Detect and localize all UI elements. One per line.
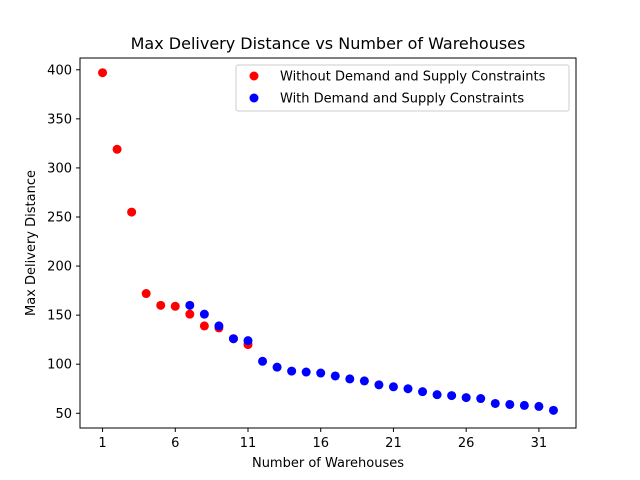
data-point-with-constraints bbox=[330, 371, 340, 381]
data-point-with-constraints bbox=[374, 380, 384, 390]
data-point-with-constraints bbox=[519, 400, 529, 410]
data-point-with-constraints bbox=[243, 336, 253, 346]
y-tick-label: 300 bbox=[47, 161, 72, 176]
data-point-with-constraints bbox=[185, 300, 195, 310]
data-point-with-constraints bbox=[461, 393, 471, 403]
plot-frame bbox=[79, 57, 577, 429]
x-tick-label: 16 bbox=[312, 436, 329, 451]
y-tick-label: 50 bbox=[55, 407, 72, 422]
x-tick-label: 6 bbox=[171, 436, 179, 451]
x-axis-label: Number of Warehouses bbox=[252, 456, 404, 471]
data-point-with-constraints bbox=[359, 376, 369, 386]
x-tick-label: 11 bbox=[240, 436, 257, 451]
x-tick-label: 26 bbox=[458, 436, 475, 451]
y-tick-label: 400 bbox=[47, 63, 72, 78]
data-point-without-constraints bbox=[127, 207, 137, 217]
plot-area bbox=[80, 58, 576, 428]
data-point-without-constraints bbox=[112, 144, 122, 154]
x-tick-label: 1 bbox=[98, 436, 106, 451]
legend: Without Demand and Supply Constraints Wi… bbox=[235, 64, 570, 112]
data-point-with-constraints bbox=[199, 309, 209, 319]
data-point-with-constraints bbox=[418, 387, 428, 397]
legend-label-without-constraints: Without Demand and Supply Constraints bbox=[280, 70, 546, 85]
data-point-with-constraints bbox=[388, 382, 398, 392]
legend-marker-with-constraints bbox=[249, 93, 259, 103]
data-point-with-constraints bbox=[272, 362, 282, 372]
data-point-with-constraints bbox=[258, 356, 268, 366]
data-point-with-constraints bbox=[548, 405, 558, 415]
x-tick-label: 21 bbox=[385, 436, 402, 451]
data-point-with-constraints bbox=[505, 399, 515, 409]
y-tick-label: 100 bbox=[47, 358, 72, 373]
y-tick-label: 350 bbox=[47, 112, 72, 127]
legend-marker-without-constraints bbox=[249, 71, 259, 81]
data-point-with-constraints bbox=[432, 390, 442, 400]
data-point-with-constraints bbox=[534, 401, 544, 411]
data-point-without-constraints bbox=[156, 300, 166, 310]
data-point-with-constraints bbox=[490, 398, 500, 408]
data-point-without-constraints bbox=[185, 309, 195, 319]
y-axis-ticks: 50 100 150 200 250 300 350 400 bbox=[47, 63, 80, 422]
data-marks bbox=[98, 68, 558, 415]
data-point-with-constraints bbox=[301, 367, 311, 377]
data-point-with-constraints bbox=[447, 391, 457, 401]
y-tick-label: 150 bbox=[47, 309, 72, 324]
data-point-with-constraints bbox=[228, 334, 238, 344]
data-point-with-constraints bbox=[476, 394, 486, 404]
chart-title: Max Delivery Distance vs Number of Wareh… bbox=[131, 34, 526, 53]
data-point-without-constraints bbox=[98, 68, 108, 78]
legend-box bbox=[235, 64, 570, 112]
x-axis-ticks: 1 6 11 16 21 26 31 bbox=[98, 428, 547, 451]
data-point-without-constraints bbox=[141, 289, 151, 299]
data-point-with-constraints bbox=[214, 321, 224, 331]
y-axis-label: Max Delivery Distance bbox=[24, 170, 39, 316]
data-point-with-constraints bbox=[287, 366, 297, 376]
y-tick-label: 250 bbox=[47, 210, 72, 225]
x-tick-label: 31 bbox=[531, 436, 548, 451]
data-point-without-constraints bbox=[199, 321, 209, 331]
data-point-with-constraints bbox=[345, 374, 355, 384]
y-tick-label: 200 bbox=[47, 260, 72, 275]
data-point-with-constraints bbox=[403, 384, 413, 394]
data-point-with-constraints bbox=[316, 368, 326, 378]
legend-label-with-constraints: With Demand and Supply Constraints bbox=[280, 92, 524, 107]
data-point-without-constraints bbox=[170, 301, 180, 311]
series-1 bbox=[185, 300, 558, 415]
